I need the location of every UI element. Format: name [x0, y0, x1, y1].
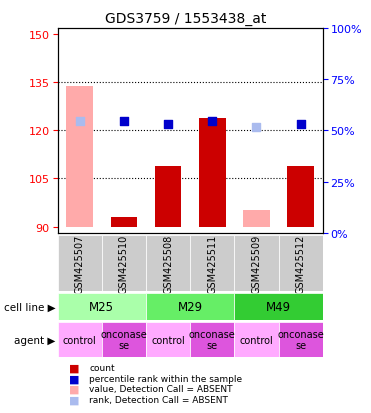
Text: GSM425508: GSM425508 [163, 234, 173, 293]
Text: GSM425512: GSM425512 [296, 234, 306, 293]
Text: control: control [63, 335, 96, 345]
Text: onconase
se: onconase se [101, 329, 147, 351]
Text: percentile rank within the sample: percentile rank within the sample [89, 374, 242, 383]
Bar [102, 322, 146, 357]
Bar [58, 322, 102, 357]
Text: onconase
se: onconase se [189, 329, 236, 351]
Text: M29: M29 [178, 300, 203, 313]
Point [165, 121, 171, 128]
Point [121, 118, 127, 125]
Bar [234, 235, 279, 291]
Text: ■: ■ [69, 395, 79, 405]
Text: value, Detection Call = ABSENT: value, Detection Call = ABSENT [89, 385, 233, 394]
Bar [58, 293, 146, 320]
Bar [288, 166, 314, 227]
Bar [190, 322, 234, 357]
Text: M49: M49 [266, 300, 291, 313]
Text: agent ▶: agent ▶ [14, 335, 56, 345]
Point [298, 121, 303, 128]
Bar [146, 322, 190, 357]
Text: ■: ■ [69, 373, 79, 383]
Bar [66, 86, 93, 227]
Point [209, 118, 215, 125]
Text: GSM425510: GSM425510 [119, 234, 129, 293]
Text: control: control [151, 335, 185, 345]
Point [77, 118, 83, 125]
Point [253, 125, 259, 131]
Bar [279, 322, 323, 357]
Bar [279, 235, 323, 291]
Bar [234, 293, 323, 320]
Text: M25: M25 [89, 300, 114, 313]
Bar [146, 235, 190, 291]
Bar [111, 217, 137, 227]
Text: ■: ■ [69, 384, 79, 394]
Bar [199, 119, 226, 227]
Text: control: control [240, 335, 273, 345]
Text: GSM425509: GSM425509 [252, 234, 262, 293]
Text: cell line ▶: cell line ▶ [4, 301, 56, 312]
Text: GSM425507: GSM425507 [75, 234, 85, 293]
Bar [58, 235, 102, 291]
Text: rank, Detection Call = ABSENT: rank, Detection Call = ABSENT [89, 395, 228, 404]
Bar [146, 293, 234, 320]
Text: onconase
se: onconase se [277, 329, 324, 351]
Text: GSM425511: GSM425511 [207, 234, 217, 293]
Text: GDS3759 / 1553438_at: GDS3759 / 1553438_at [105, 12, 266, 26]
Bar [102, 235, 146, 291]
Bar [155, 166, 181, 227]
Text: ■: ■ [69, 363, 79, 373]
Text: count: count [89, 363, 115, 372]
Bar [243, 211, 270, 227]
Bar [234, 322, 279, 357]
Bar [190, 235, 234, 291]
